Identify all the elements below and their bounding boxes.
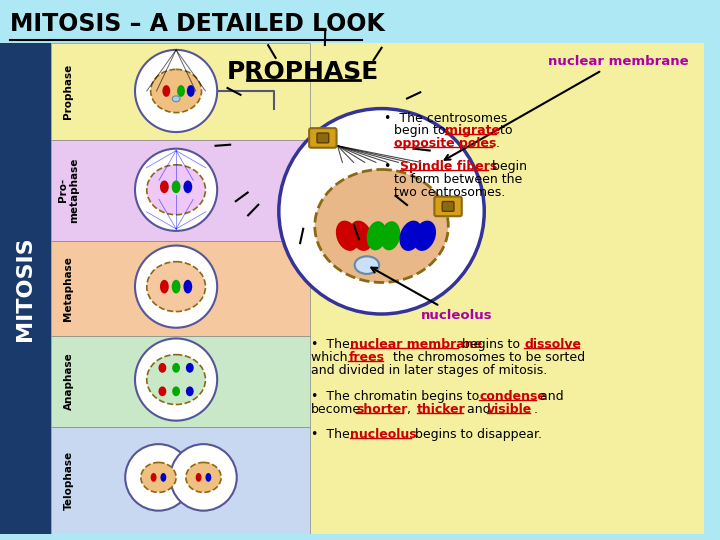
Text: migrate: migrate bbox=[445, 124, 500, 137]
Text: to: to bbox=[496, 124, 513, 137]
Ellipse shape bbox=[147, 262, 205, 312]
Text: nucleolus: nucleolus bbox=[350, 428, 417, 442]
Ellipse shape bbox=[147, 165, 205, 215]
Ellipse shape bbox=[158, 363, 166, 373]
Ellipse shape bbox=[187, 85, 194, 97]
Ellipse shape bbox=[150, 69, 202, 113]
Ellipse shape bbox=[172, 96, 180, 102]
Text: •: • bbox=[384, 160, 400, 173]
FancyBboxPatch shape bbox=[51, 140, 310, 241]
Ellipse shape bbox=[135, 148, 217, 231]
FancyBboxPatch shape bbox=[51, 335, 310, 427]
Ellipse shape bbox=[172, 363, 180, 373]
Ellipse shape bbox=[160, 280, 168, 293]
Text: PROPHASE: PROPHASE bbox=[227, 60, 379, 84]
FancyBboxPatch shape bbox=[434, 197, 462, 216]
Text: frees: frees bbox=[348, 351, 384, 364]
Text: to form between the: to form between the bbox=[395, 173, 523, 186]
Ellipse shape bbox=[380, 221, 400, 251]
Ellipse shape bbox=[177, 85, 185, 97]
Text: which: which bbox=[311, 351, 351, 364]
Ellipse shape bbox=[172, 387, 180, 396]
Ellipse shape bbox=[184, 280, 192, 293]
Ellipse shape bbox=[135, 246, 217, 328]
Text: Spindle fibers: Spindle fibers bbox=[400, 160, 498, 173]
Text: MITOSIS: MITOSIS bbox=[15, 237, 35, 341]
Ellipse shape bbox=[147, 355, 205, 404]
FancyBboxPatch shape bbox=[51, 43, 310, 140]
Ellipse shape bbox=[135, 50, 217, 132]
Text: begins to disappear.: begins to disappear. bbox=[411, 428, 542, 442]
Text: .: . bbox=[530, 403, 539, 416]
Ellipse shape bbox=[170, 444, 237, 511]
Ellipse shape bbox=[279, 109, 485, 314]
Ellipse shape bbox=[125, 444, 192, 511]
Ellipse shape bbox=[184, 180, 192, 193]
Text: nuclear membrane: nuclear membrane bbox=[350, 339, 482, 352]
Ellipse shape bbox=[355, 256, 379, 274]
Text: and: and bbox=[536, 390, 564, 403]
Ellipse shape bbox=[349, 221, 372, 251]
Ellipse shape bbox=[163, 85, 170, 97]
FancyBboxPatch shape bbox=[0, 43, 51, 534]
FancyBboxPatch shape bbox=[317, 133, 329, 143]
Ellipse shape bbox=[186, 387, 194, 396]
Text: begin: begin bbox=[488, 160, 527, 173]
Text: •  The chromatin begins to: • The chromatin begins to bbox=[311, 390, 483, 403]
Text: become: become bbox=[311, 403, 361, 416]
FancyBboxPatch shape bbox=[309, 128, 336, 148]
Ellipse shape bbox=[336, 221, 359, 251]
Ellipse shape bbox=[205, 473, 211, 482]
Text: the chromosomes to be sorted: the chromosomes to be sorted bbox=[385, 351, 585, 364]
Text: visible: visible bbox=[487, 403, 533, 416]
Text: nuclear membrane: nuclear membrane bbox=[445, 55, 688, 160]
Text: begin to: begin to bbox=[395, 124, 450, 137]
Ellipse shape bbox=[160, 180, 168, 193]
Text: •  The centrosomes: • The centrosomes bbox=[384, 112, 508, 125]
Text: •  The: • The bbox=[311, 339, 354, 352]
Ellipse shape bbox=[196, 473, 202, 482]
Ellipse shape bbox=[171, 180, 181, 193]
Text: two centrosomes.: two centrosomes. bbox=[395, 186, 505, 199]
Ellipse shape bbox=[413, 221, 436, 251]
Ellipse shape bbox=[186, 462, 221, 492]
FancyBboxPatch shape bbox=[442, 201, 454, 211]
Ellipse shape bbox=[135, 339, 217, 421]
Text: Metaphase: Metaphase bbox=[63, 255, 73, 321]
Text: opposite poles: opposite poles bbox=[395, 137, 497, 150]
FancyBboxPatch shape bbox=[51, 241, 310, 335]
Text: •  The: • The bbox=[311, 428, 354, 442]
Text: thicker: thicker bbox=[417, 403, 466, 416]
Text: Anaphase: Anaphase bbox=[63, 352, 73, 410]
Ellipse shape bbox=[366, 221, 387, 251]
Text: begins to: begins to bbox=[458, 339, 524, 352]
Ellipse shape bbox=[171, 280, 181, 293]
Text: ,: , bbox=[403, 403, 415, 416]
Ellipse shape bbox=[158, 387, 166, 396]
Text: .: . bbox=[492, 137, 500, 150]
Text: shorter: shorter bbox=[356, 403, 408, 416]
Ellipse shape bbox=[161, 473, 166, 482]
FancyBboxPatch shape bbox=[51, 427, 310, 534]
Text: and divided in later stages of mitosis.: and divided in later stages of mitosis. bbox=[311, 364, 547, 377]
Text: Prophase: Prophase bbox=[63, 64, 73, 119]
Text: MITOSIS – A DETAILED LOOK: MITOSIS – A DETAILED LOOK bbox=[10, 12, 384, 36]
Ellipse shape bbox=[186, 363, 194, 373]
Ellipse shape bbox=[150, 473, 156, 482]
Text: nucleolus: nucleolus bbox=[372, 268, 492, 322]
FancyBboxPatch shape bbox=[0, 43, 704, 534]
Ellipse shape bbox=[141, 462, 176, 492]
Text: dissolve: dissolve bbox=[524, 339, 581, 352]
Text: Telophase: Telophase bbox=[63, 451, 73, 510]
Ellipse shape bbox=[315, 170, 449, 282]
Text: condense: condense bbox=[480, 390, 546, 403]
Text: and: and bbox=[463, 403, 495, 416]
Text: Pro-
metaphase: Pro- metaphase bbox=[58, 158, 79, 223]
Ellipse shape bbox=[400, 221, 423, 251]
FancyBboxPatch shape bbox=[0, 6, 704, 43]
